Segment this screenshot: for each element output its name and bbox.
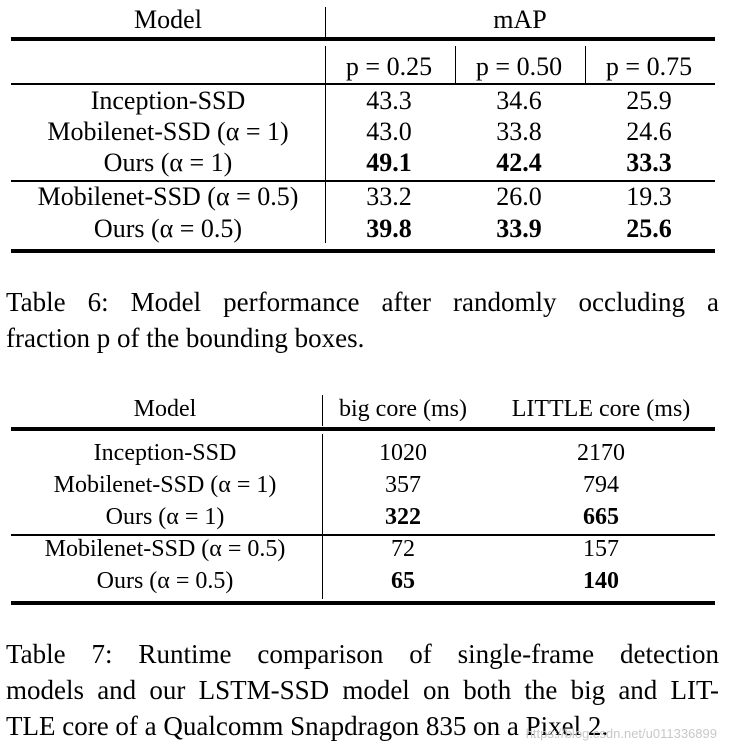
table-cell: 33.2	[366, 182, 412, 211]
table-cell-best: 322	[385, 504, 421, 530]
table-7-caption: Table 7: Runtime comparison of single-fr…	[6, 636, 719, 744]
table-cell-best: 33.9	[496, 214, 542, 243]
caption-line: Table 6: Model performance after randoml…	[6, 287, 719, 317]
caption-line: fraction p of the bounding boxes.	[6, 323, 365, 353]
table-row-model: Inception-SSD	[93, 440, 237, 466]
table-cell: 1020	[379, 440, 427, 466]
table-cell: 72	[391, 536, 415, 562]
column-divider	[585, 46, 586, 83]
table-row-model: Mobilenet-SSD (α = 0.5)	[44, 536, 286, 562]
table-cell-best: 49.1	[366, 148, 412, 177]
table-cell: 794	[583, 472, 619, 498]
table-cell: 157	[583, 536, 619, 562]
table-row-model: Ours (α = 0.5)	[93, 214, 243, 243]
table-cell: 33.8	[496, 117, 542, 146]
table-cell: 24.6	[626, 117, 672, 146]
group-rule	[11, 180, 715, 182]
caption-line: TLE core of a Qualcomm Snapdragon 835 on…	[6, 711, 609, 741]
top-rule	[11, 427, 715, 431]
table-cell: 26.0	[496, 182, 542, 211]
caption-line: Table 7: Runtime comparison of single-fr…	[6, 639, 719, 669]
table-row-model: Ours (α = 1)	[105, 504, 225, 530]
header-model: Model	[133, 396, 197, 422]
column-divider	[325, 46, 326, 243]
table-cell-best: 33.3	[626, 148, 672, 177]
table-cell-best: 65	[391, 568, 415, 594]
table-cell: 43.3	[366, 86, 412, 115]
group-rule	[11, 534, 715, 536]
subheader-p025: p = 0.25	[345, 52, 433, 81]
table-row-model: Ours (α = 1)	[103, 148, 233, 177]
table-cell: 357	[385, 472, 421, 498]
table-cell-best: 39.8	[366, 214, 412, 243]
table-cell-best: 25.6	[626, 214, 672, 243]
table-cell-best: 140	[583, 568, 619, 594]
header-little-core: LITTLE core (ms)	[511, 396, 691, 422]
header-map: mAP	[493, 5, 547, 34]
table-cell-best: 665	[583, 504, 619, 530]
table-row-model: Inception-SSD	[90, 86, 246, 115]
caption-line: models and our LSTM-SSD model on both th…	[6, 675, 719, 705]
subheader-p075: p = 0.75	[605, 52, 693, 81]
table-cell: 34.6	[496, 86, 542, 115]
column-divider	[325, 7, 326, 37]
header-model: Model	[134, 5, 202, 34]
top-rule	[11, 37, 715, 41]
table-6-caption: Table 6: Model performance after randoml…	[6, 284, 719, 356]
header-rule	[11, 83, 715, 85]
table-cell: 43.0	[366, 117, 412, 146]
subheader-p050: p = 0.50	[475, 52, 563, 81]
header-big-core: big core (ms)	[339, 396, 467, 422]
table-cell: 25.9	[626, 86, 672, 115]
column-divider	[322, 395, 323, 426]
bottom-rule	[11, 601, 715, 605]
table-row-model: Mobilenet-SSD (α = 0.5)	[37, 182, 299, 211]
table-cell-best: 42.4	[496, 148, 542, 177]
table-row-model: Mobilenet-SSD (α = 1)	[47, 117, 289, 146]
column-divider	[322, 434, 323, 599]
table-row-model: Ours (α = 0.5)	[96, 568, 234, 594]
table-cell: 19.3	[626, 182, 672, 211]
column-divider	[455, 46, 456, 83]
watermark: https://blog.csdn.net/u011336899	[525, 726, 717, 741]
bottom-rule	[11, 249, 715, 253]
table-row-model: Mobilenet-SSD (α = 1)	[53, 472, 277, 498]
table-cell: 2170	[577, 440, 625, 466]
